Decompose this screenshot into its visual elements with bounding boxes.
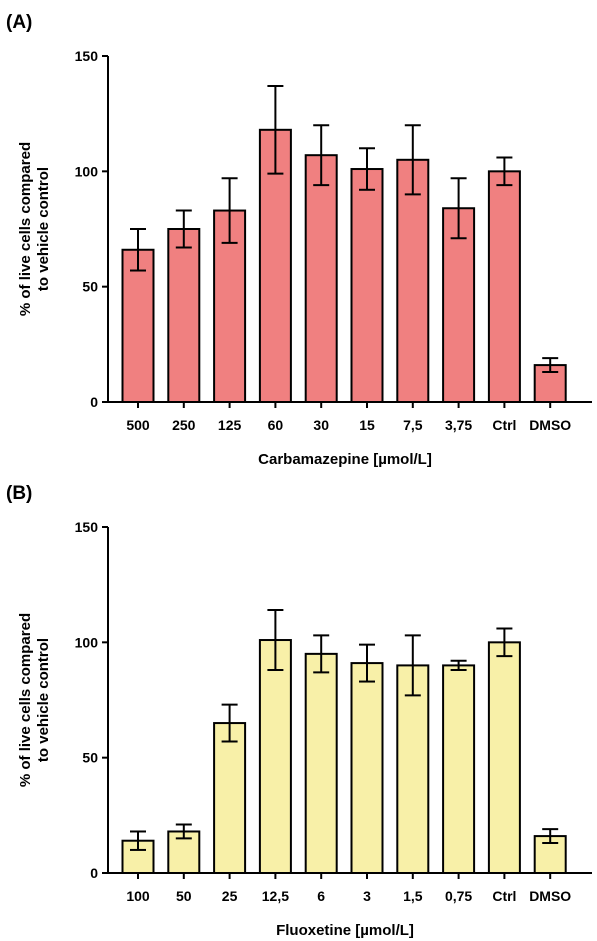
x-tick-label: 3 <box>363 888 371 904</box>
y-tick-label: 100 <box>75 634 99 650</box>
x-tick-label: 0,75 <box>445 888 472 904</box>
x-tick-label: DMSO <box>529 417 571 433</box>
y-tick-label: 150 <box>75 48 99 64</box>
x-axis-title: Fluoxetine [µmol/L] <box>276 922 414 939</box>
chart-b-svg: 0 50 100 150 100 50 25 12,5 6 3 1,5 0,75 Ctrl DMSO Flu… <box>17 519 592 939</box>
x-tick-label: 1,5 <box>403 888 423 904</box>
x-tick-label: Ctrl <box>492 417 516 433</box>
bar <box>258 639 292 874</box>
x-tick-label: 50 <box>176 888 192 904</box>
bar <box>487 641 521 874</box>
x-tick-label: 500 <box>126 417 150 433</box>
x-tick-label: Ctrl <box>492 888 516 904</box>
y-axis-title: % of live cells compared to vehicle contr… <box>17 142 52 316</box>
y-axis-title-line: % of live cells compared <box>17 142 34 316</box>
y-tick-label: 100 <box>75 163 99 179</box>
y-tick-label: 0 <box>90 865 98 881</box>
x-tick-label: 7,5 <box>403 417 423 433</box>
bar <box>350 662 384 874</box>
bar <box>442 207 476 403</box>
x-axis-title: Carbamazepine [µmol/L] <box>258 451 432 468</box>
y-axis-title-line: % of live cells compared <box>17 613 34 787</box>
x-tick-label: 30 <box>313 417 329 433</box>
bar <box>258 128 292 404</box>
x-tick-label: 100 <box>126 888 150 904</box>
x-tick-label: 125 <box>218 417 242 433</box>
x-tick-label: 12,5 <box>262 888 289 904</box>
bar <box>167 228 201 403</box>
y-tick-label: 150 <box>75 519 99 535</box>
panel-label: (A) <box>6 12 33 33</box>
bar <box>442 664 476 874</box>
x-tick-label: DMSO <box>529 888 571 904</box>
bar <box>487 170 521 403</box>
x-tick-label: 6 <box>317 888 325 904</box>
x-tick-label: 3,75 <box>445 417 472 433</box>
y-tick-label: 50 <box>82 750 98 766</box>
x-tick-label: 25 <box>222 888 238 904</box>
y-axis-title-line: to vehicle control <box>35 167 52 291</box>
panel-label: (B) <box>6 483 33 504</box>
bar <box>350 168 384 403</box>
bar <box>213 722 247 874</box>
bar <box>304 154 338 403</box>
bar <box>304 652 338 874</box>
bar <box>396 664 430 874</box>
chart-a-svg: 0 50 100 150 500 250 125 60 30 15 7,5 3,75 Ctrl DMSO C… <box>17 48 592 468</box>
bar <box>396 158 430 403</box>
y-axis-title: % of live cells compared to vehicle contr… <box>17 613 52 787</box>
panel-a: (A) 0 50 100 150 500 250 125 60 30 15 7,5 3,75 Ctrl D… <box>0 0 597 470</box>
y-tick-label: 50 <box>82 279 98 295</box>
y-tick-label: 0 <box>90 394 98 410</box>
bar <box>121 248 155 403</box>
x-tick-label: 60 <box>268 417 284 433</box>
y-axis-title-line: to vehicle control <box>35 638 52 762</box>
x-tick-label: 250 <box>172 417 196 433</box>
x-tick-label: 15 <box>359 417 375 433</box>
panel-b: (B) 0 50 100 150 100 50 25 12,5 6 3 1,5 0,75 Ctrl DMS… <box>0 471 597 941</box>
